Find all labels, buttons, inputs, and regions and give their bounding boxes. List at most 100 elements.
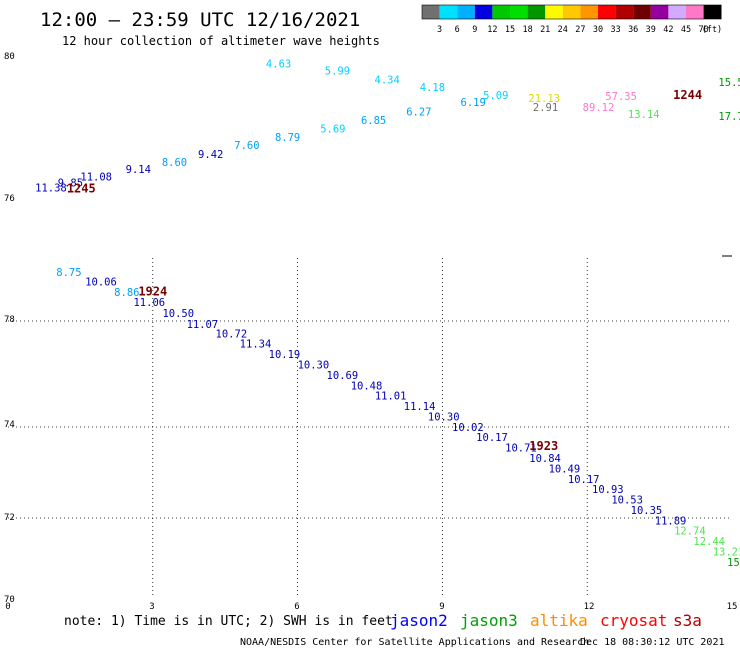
x-tick-label: 3 <box>149 602 154 612</box>
footer-note: note: 1) Time is in UTC; 2) SWH is in fe… <box>64 614 393 629</box>
colorbar-swatch <box>633 5 651 19</box>
data-point-label: 15.58 <box>718 77 740 89</box>
data-point-label: 10.49 <box>549 463 581 475</box>
colorbar-label: 9 <box>472 25 477 35</box>
pass-label: 1244 <box>673 88 702 102</box>
pass-label: 1245 <box>67 182 96 196</box>
data-point-label: 13.14 <box>628 109 660 121</box>
colorbar-swatch <box>598 5 616 19</box>
colorbar-swatch <box>510 5 528 19</box>
data-point-label: 9.42 <box>198 149 223 161</box>
colorbar-swatch <box>562 5 581 19</box>
data-point-label: 10.72 <box>216 328 248 340</box>
data-point-label: 8.75 <box>56 267 81 279</box>
data-point-label: 10.71 <box>505 443 537 455</box>
data-point-label: 6.85 <box>361 115 386 127</box>
colorbar-swatch <box>686 5 704 19</box>
colorbar-label: 70 <box>698 25 708 35</box>
data-point-label: 11.14 <box>404 401 436 413</box>
x-tick-label: 6 <box>294 602 299 612</box>
data-point-label: 10.19 <box>269 349 301 361</box>
data-point-label: 10.02 <box>452 422 484 434</box>
colorbar-swatch <box>457 5 475 19</box>
y-tick-label: 78 <box>4 315 15 325</box>
colorbar-label: 21 <box>540 25 550 35</box>
data-point-label: 6.27 <box>406 106 431 118</box>
colorbar-swatch <box>422 5 440 19</box>
colorbar-frame <box>421 4 722 20</box>
satellite-legend-item: cryosat <box>600 611 667 630</box>
data-point-label: 10.84 <box>529 453 561 465</box>
data-point-label: 21.13 <box>528 93 560 105</box>
y-tick-label: 74 <box>4 420 15 430</box>
colorbar-swatch <box>580 5 598 19</box>
data-point-label: 5.69 <box>320 124 345 136</box>
colorbar-swatch <box>527 5 546 19</box>
colorbar-swatch <box>650 5 669 19</box>
satellite-legend-item: altika <box>530 611 588 630</box>
data-point-label: 89.12 <box>583 102 615 114</box>
colorbar-label: 30 <box>593 25 603 35</box>
colorbar-label: 3 <box>437 25 442 35</box>
data-point-label: 11.38 <box>35 183 67 195</box>
colorbar-swatch <box>668 5 686 19</box>
colorbar-label: 24 <box>558 25 568 35</box>
y-tick-label: 72 <box>4 513 15 523</box>
satellite-legend-item: jason2 <box>390 611 448 630</box>
data-point-label: 13.21 <box>713 547 740 559</box>
data-point-label: 10.17 <box>568 474 600 486</box>
chart-subtitle: 12 hour collection of altimeter wave hei… <box>62 34 380 48</box>
satellite-legend: jason2 jason3 altika cryosat s3a <box>390 611 702 630</box>
timestamp: Dec 18 08:30:12 UTC 2021 <box>580 637 725 648</box>
credit-line: NOAA/NESDIS Center for Satellite Applica… <box>240 637 589 648</box>
data-point-label: 8.60 <box>162 157 187 169</box>
data-point-label: 10.06 <box>85 276 117 288</box>
data-point-label: 5.09 <box>483 90 508 102</box>
data-point-label: 57.35 <box>605 91 637 103</box>
data-point-label: 11.07 <box>187 319 219 331</box>
y-tick-label: 80 <box>4 52 15 62</box>
chart-title: 12:00 – 23:59 UTC 12/16/2021 <box>40 9 360 31</box>
data-point-label: 12.74 <box>674 526 706 538</box>
colorbar-swatch <box>703 5 722 19</box>
data-point-label: 15.22 <box>727 557 740 569</box>
data-point-label: 10.69 <box>327 370 359 382</box>
data-point-label: 17.73 <box>718 111 740 123</box>
satellite-legend-item: s3a <box>673 611 702 630</box>
colorbar-label: 12 <box>487 25 497 35</box>
data-point-label: 8.86 <box>114 287 139 299</box>
data-point-label: 10.30 <box>298 360 330 372</box>
y-tick-label: 76 <box>4 194 15 204</box>
data-point-label: 5.99 <box>325 65 350 77</box>
colorbar-label: 15 <box>505 25 515 35</box>
data-point-label: 9.85 <box>58 178 83 190</box>
data-point-label: 11.06 <box>133 297 165 309</box>
colorbar-label: 36 <box>628 25 638 35</box>
data-point-label: 7.60 <box>234 140 259 152</box>
y-tick-label: 70 <box>4 595 15 605</box>
colorbar-label: 45 <box>681 25 691 35</box>
data-point-label: 10.53 <box>611 495 643 507</box>
data-point-label: 10.48 <box>351 380 383 392</box>
data-point-label: 11.89 <box>655 515 687 527</box>
data-point-label: 10.50 <box>162 308 194 320</box>
x-tick-label: 9 <box>439 602 444 612</box>
data-point-label: 10.35 <box>631 505 663 517</box>
colorbar-swatch <box>439 5 458 19</box>
data-point-label: 4.63 <box>266 59 291 71</box>
data-point-label: 8.79 <box>275 132 300 144</box>
x-tick-label: 15 <box>727 602 738 612</box>
x-tick-label: 0 <box>5 602 10 612</box>
x-tick-label: 12 <box>584 602 595 612</box>
data-point-label: 10.30 <box>428 411 460 423</box>
colorbar-label: 39 <box>646 25 656 35</box>
colorbar-swatch <box>545 5 563 19</box>
color-scale-legend: 3 6 9 12 15 18 21 24 27 30 33 36 39 42 45 70(ft) <box>421 4 722 35</box>
colorbar-swatch <box>615 5 634 19</box>
data-point-label: 10.93 <box>592 484 624 496</box>
data-point-label: 2.91 <box>533 102 558 114</box>
pass-label: 1923 <box>529 439 558 453</box>
lower-map-panel: 0 3 6 9 12 15787472708.7510.068.8611.0610.501… <box>4 258 740 612</box>
